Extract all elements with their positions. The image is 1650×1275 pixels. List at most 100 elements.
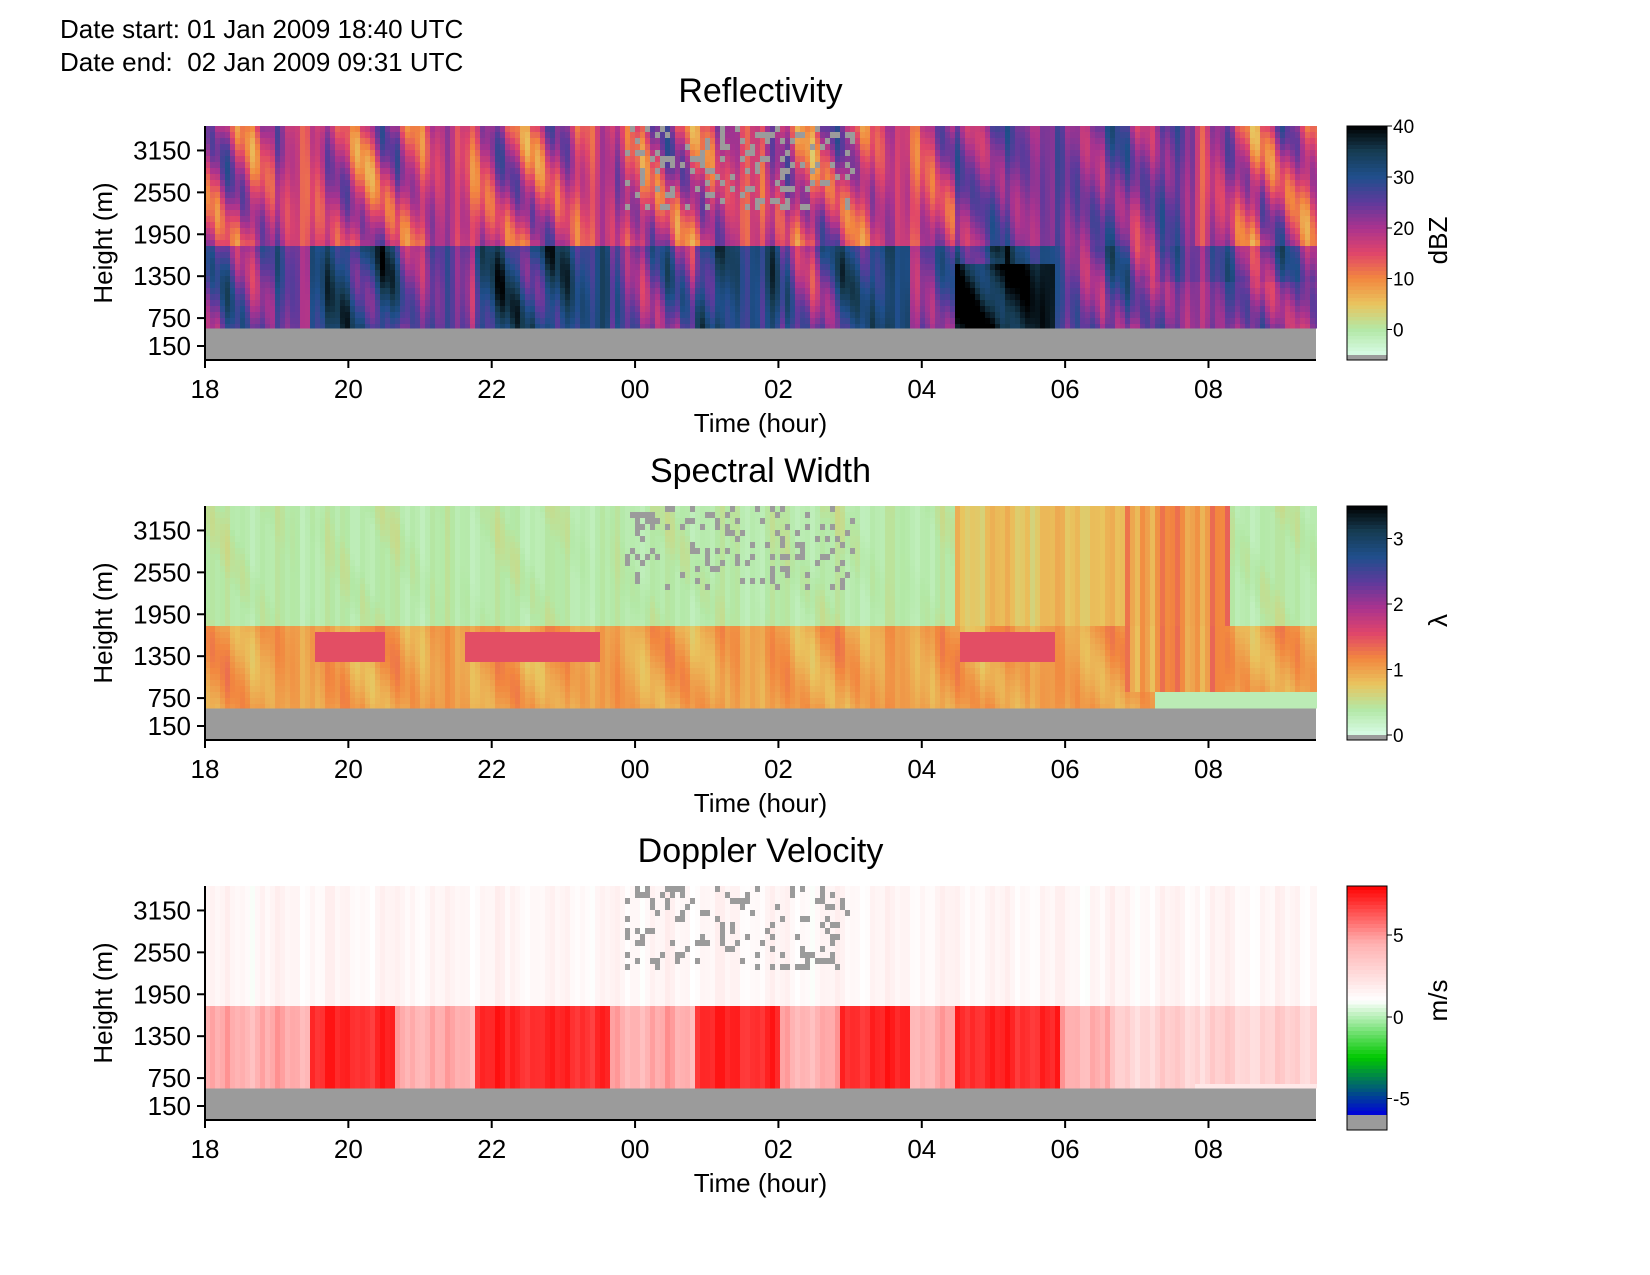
heatmap-cell xyxy=(415,240,420,246)
heatmap-cell xyxy=(505,264,510,270)
heatmap-cell xyxy=(505,180,510,186)
heatmap-cell xyxy=(835,312,840,318)
heatmap-cell xyxy=(615,294,620,300)
heatmap-cell xyxy=(880,306,885,312)
heatmap-cell xyxy=(360,318,365,324)
heatmap-cell xyxy=(795,156,800,162)
heatmap-cell xyxy=(780,300,785,306)
heatmap-cell xyxy=(775,252,780,258)
heatmap-cell xyxy=(520,210,525,216)
heatmap-cell xyxy=(650,258,655,264)
heatmap-cell xyxy=(335,138,340,144)
heatmap-cell xyxy=(365,300,370,306)
heatmap-cell xyxy=(605,150,610,156)
heatmap-cell xyxy=(750,270,755,276)
heatmap-cell xyxy=(745,210,750,216)
heatmap-cell xyxy=(745,228,750,234)
heatmap-cell xyxy=(885,180,890,186)
heatmap-cell xyxy=(685,228,690,234)
heatmap-cell xyxy=(900,156,905,162)
heatmap-cell xyxy=(845,306,850,312)
heatmap-cell xyxy=(220,132,225,138)
heatmap-cell xyxy=(620,192,625,198)
heatmap-cell xyxy=(515,138,520,144)
heatmap-cell xyxy=(335,126,340,132)
heatmap-cell xyxy=(915,186,920,192)
heatmap-cell xyxy=(400,324,405,329)
heatmap-cell xyxy=(635,264,640,270)
heatmap-cell xyxy=(805,324,810,329)
heatmap-cell xyxy=(355,282,360,288)
heatmap-cell xyxy=(900,210,905,216)
heatmap-cell xyxy=(405,318,410,324)
heatmap-cell xyxy=(510,312,515,318)
heatmap-cell xyxy=(855,186,860,192)
heatmap-cell xyxy=(215,126,220,132)
heatmap-cell xyxy=(785,240,790,246)
heatmap-cell xyxy=(210,210,215,216)
heatmap-cell xyxy=(870,276,875,282)
heatmap-cell xyxy=(470,324,475,329)
heatmap-cell xyxy=(590,264,595,270)
heatmap-cell xyxy=(480,228,485,234)
heatmap-cell xyxy=(935,132,940,138)
heatmap-cell xyxy=(815,270,820,276)
heatmap-cell xyxy=(420,258,425,264)
heatmap-cell xyxy=(540,132,545,138)
heatmap-cell xyxy=(225,198,230,204)
heatmap-cell xyxy=(255,234,260,240)
heatmap-cell xyxy=(270,186,275,192)
heatmap-cell xyxy=(460,228,465,234)
heatmap-cell xyxy=(875,312,880,318)
heatmap-cell xyxy=(540,306,545,312)
heatmap-cell xyxy=(935,270,940,276)
heatmap-cell xyxy=(850,234,855,240)
heatmap-cell xyxy=(550,126,555,132)
heatmap-cell xyxy=(920,270,925,276)
heatmap-cell xyxy=(825,300,830,306)
heatmap-cell xyxy=(915,222,920,228)
heatmap-cell xyxy=(255,276,260,282)
heatmap-cell xyxy=(360,126,365,132)
heatmap-cell xyxy=(920,312,925,318)
heatmap-cell xyxy=(795,222,800,228)
heatmap-cell xyxy=(665,312,670,318)
heatmap-cell xyxy=(415,138,420,144)
heatmap-cell xyxy=(595,162,600,168)
heatmap-cell xyxy=(675,318,680,324)
heatmap-cell xyxy=(645,318,650,324)
heatmap-cell xyxy=(900,300,905,306)
heatmap-cell xyxy=(290,222,295,228)
heatmap-cell xyxy=(895,186,900,192)
heatmap-cell xyxy=(440,192,445,198)
heatmap-cell xyxy=(530,234,535,240)
heatmap-cell xyxy=(215,138,220,144)
heatmap-cell xyxy=(415,324,420,329)
heatmap-cell xyxy=(640,312,645,318)
heatmap-cell xyxy=(215,324,220,329)
heatmap-cell xyxy=(300,186,305,192)
heatmap-cell xyxy=(800,192,805,198)
heatmap-cell xyxy=(575,180,580,186)
heatmap-cell xyxy=(730,162,735,168)
heatmap-cell xyxy=(260,186,265,192)
heatmap-cell xyxy=(920,126,925,132)
heatmap-cell xyxy=(840,312,845,318)
heatmap-cell xyxy=(235,150,240,156)
heatmap-cell xyxy=(610,270,615,276)
heatmap-cell xyxy=(655,300,660,306)
heatmap-cell xyxy=(350,156,355,162)
heatmap-cell xyxy=(265,318,270,324)
heatmap-cell xyxy=(400,258,405,264)
heatmap-cell xyxy=(705,234,710,240)
heatmap-cell xyxy=(595,258,600,264)
heatmap-cell xyxy=(500,222,505,228)
heatmap-cell xyxy=(580,282,585,288)
heatmap-cell xyxy=(835,264,840,270)
heatmap-cell xyxy=(585,210,590,216)
heatmap-cell xyxy=(620,312,625,318)
heatmap-cell xyxy=(365,132,370,138)
heatmap-cell xyxy=(625,192,630,198)
heatmap-cell xyxy=(430,204,435,210)
heatmap-cell xyxy=(670,222,675,228)
